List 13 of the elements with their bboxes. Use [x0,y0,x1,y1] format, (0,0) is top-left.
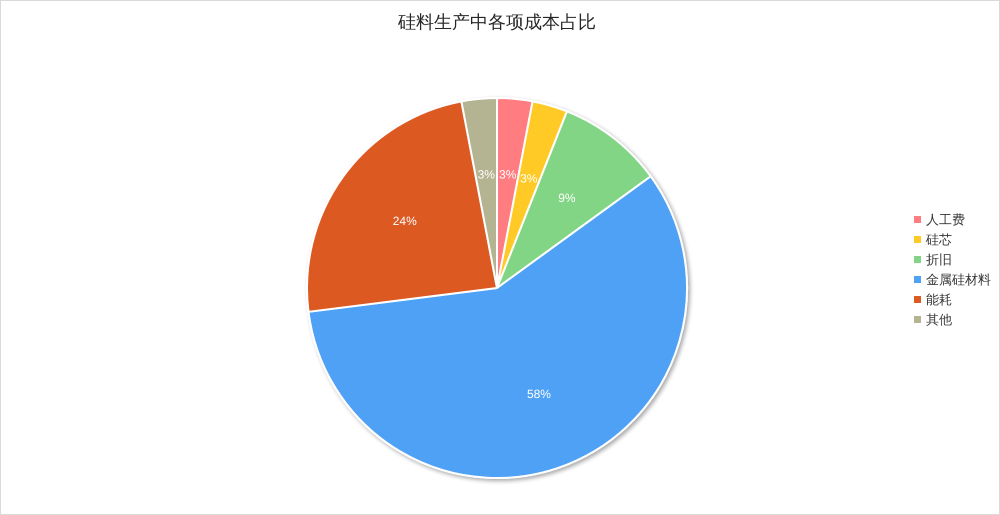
legend-label: 其他 [926,312,952,327]
legend-label: 硅芯 [925,232,952,247]
data-label: 3% [520,172,538,186]
legend-label: 折旧 [926,252,952,267]
data-label: 24% [392,214,418,228]
data-label: 58% [526,386,552,401]
data-label: 3% [478,168,496,182]
legend-label: 能耗 [926,292,952,307]
data-label: 9% [558,190,576,205]
legend-label: 人工费 [926,212,965,227]
legend-label: 金属硅材料 [926,272,991,287]
chart-title: 硅料生产中各项成本占比 [397,12,596,32]
data-label: 3% [499,168,517,182]
